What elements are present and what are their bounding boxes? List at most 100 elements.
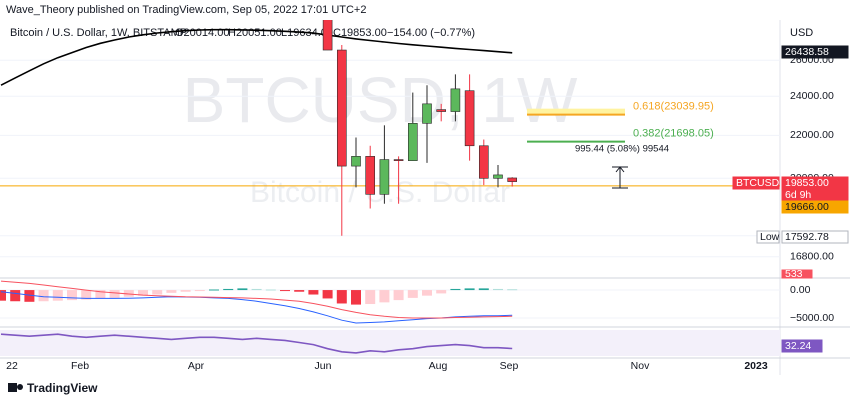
macd-bar [308,290,319,295]
candle-body [379,159,390,195]
macd-bar [407,290,418,298]
rsi-band [0,330,780,356]
x-tick-label: Sep [500,360,519,372]
macd-bar [336,290,347,304]
macd-bar [478,288,489,291]
volume-label: 533 [785,268,803,280]
x-tick-label: 2023 [744,360,768,372]
candle-body [422,103,432,124]
rsi-line [0,333,513,354]
macd-bar [265,289,276,291]
macd-bar [95,290,106,299]
low-label-bg [781,230,849,244]
candle-body [436,109,447,112]
ohlc-high: H20051.00 [228,27,282,39]
macd-bar [194,290,205,292]
macd-bar [507,289,518,291]
x-tick-label: Aug [429,360,448,372]
symbol-tag-bg [732,176,780,190]
macd-bar [450,288,461,291]
candle-body [322,20,333,51]
moving-average [0,28,513,86]
x-tick-label: Feb [71,360,89,372]
candle-body [493,174,503,179]
candle-body [478,145,489,179]
candle-body [450,88,461,112]
macd-bar [393,290,404,301]
macd-bar [67,290,77,301]
symbol-tag: BTCUSD [736,177,780,189]
candle-body [507,177,518,182]
support-label-bg [781,200,849,214]
x-tick-label: Nov [631,360,650,372]
macd-bar [123,290,134,297]
macd-bar [493,288,503,291]
macd-tick-label: 0.00 [790,284,811,296]
countdown: 6d 9h [785,189,811,201]
macd-bar [365,290,376,305]
candle-body [407,123,418,161]
measure-label: 995.44 (5.08%) 99544 [575,144,669,155]
x-tick-label: Apr [188,360,205,372]
macd-bar [24,290,35,302]
ma-label-bg [781,45,849,59]
macd-bar [138,290,148,296]
currency: USD [790,27,813,39]
macd-bar [0,290,6,301]
measure-head [615,166,625,173]
ma-label: 26438.58 [785,46,829,58]
macd-bar [38,290,49,302]
macd-bar [280,290,290,292]
macd-bar [351,290,361,305]
low-tag-bg [756,230,780,244]
ohlc-change: −154.00 (−0.77%) [387,27,475,39]
macd-bar [152,290,163,295]
ohlc-close: C19853.00 [333,27,387,39]
candle-body [351,156,361,167]
x-tick-label: 22 [6,360,18,372]
macd-bar [209,289,219,291]
candle-body [336,49,347,167]
macd-bar [81,290,92,300]
x-tick-label: Jun [315,360,332,372]
low-tag: Low [760,231,780,243]
support-label: 19666.00 [785,201,829,213]
rsi-label: 32.24 [785,340,811,352]
brand: TradingView [27,381,98,395]
macd-bar [237,288,248,291]
macd-bar [322,290,333,299]
last-price: 19853.00 [785,177,829,189]
symbol: Bitcoin / U.S. Dollar, 1W, BITSTAMP [10,27,187,39]
macd-bar [166,290,177,293]
watermark: BTCUSD, 1W [183,64,578,136]
publisher: Wave_Theory published on TradingView.com… [6,4,366,16]
macd-bar [379,290,390,303]
candle-body [365,156,376,195]
macd-bar [464,288,475,291]
price-pane [0,20,780,258]
rsi-label-bg [781,339,823,353]
signal-line [0,280,513,319]
macd-bar [294,290,305,292]
candle-body [464,90,475,147]
y-tick-label: 16800.00 [790,250,834,262]
macd-bar [10,290,21,302]
macd-bar [52,290,63,301]
y-tick-label: 22000.00 [790,129,834,141]
level-label: 0.618(23039.95) [633,101,714,113]
macd-bar [251,288,262,291]
low-label: 17592.78 [785,231,829,243]
ohlc-open: O20014.00 [175,27,229,39]
macd-bar [109,290,120,298]
candle-body [393,159,404,161]
level-label: 0.382(21698.05) [633,128,714,140]
level-highlight [527,108,625,115]
y-tick-label: 24000.00 [790,90,834,102]
logo: TradingView [8,381,98,395]
macd-bar [436,290,447,294]
macd-bar [422,290,432,296]
macd-bar [180,290,191,292]
macd-bar [223,288,234,291]
volume-label-bg [781,269,813,279]
